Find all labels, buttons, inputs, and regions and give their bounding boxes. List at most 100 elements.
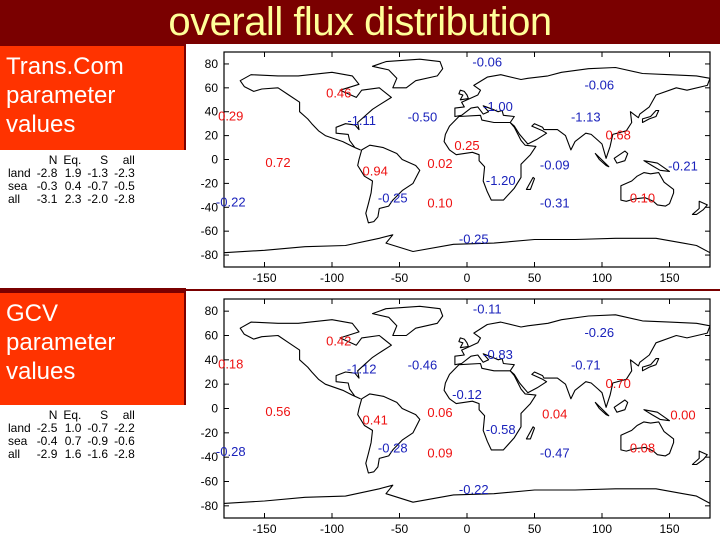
stats-cell: 1.0: [64, 421, 82, 435]
stats-cell: -0.6: [114, 434, 135, 448]
stats-cell: -0.7: [87, 179, 109, 193]
flux-value-label: -0.12: [452, 387, 482, 402]
coastline-borneo: [613, 150, 629, 164]
stats-cell: 0.7: [64, 434, 82, 448]
stats-header-cell: N: [48, 153, 58, 167]
panel-2-label-line-3: values: [6, 358, 76, 385]
stats-header-cell: all: [122, 408, 135, 422]
flux-value-label: 0.08: [630, 440, 655, 455]
stats-cell: 0.4: [64, 179, 82, 193]
coastline-madagascar: [525, 176, 536, 190]
stats-cell: -0.5: [114, 179, 135, 193]
coastline-south-america: [357, 393, 421, 474]
panel-2-label-line-1: GCV: [6, 300, 59, 327]
stats-cell: -0.4: [36, 434, 58, 448]
coastline-madagascar: [525, 426, 536, 440]
stats-row-label: sea: [8, 179, 28, 193]
coastline-antarctica: [223, 234, 711, 254]
coastline-africa: [443, 114, 537, 201]
panel-1-label-line-1: Trans.Com: [6, 53, 124, 80]
flux-value-label: -0.26: [584, 325, 614, 340]
flux-value-label: 0.70: [606, 376, 631, 391]
stats-header-cell: all: [122, 153, 135, 167]
coastline-australia: [620, 421, 675, 457]
y-tick-label: 80: [205, 304, 219, 318]
x-tick-label: 0: [464, 522, 471, 536]
stats-cell: 1.9: [64, 166, 82, 180]
y-tick-label: -20: [201, 426, 219, 440]
flux-value-label: 0.02: [427, 156, 452, 171]
stats-row: sea -0.3 0.4 -0.7 -0.5: [6, 180, 138, 193]
stats-cell: -0.9: [87, 434, 109, 448]
coastline-greenland: [371, 58, 444, 89]
y-tick-label: -60: [201, 475, 219, 489]
flux-value-label: -0.22: [216, 194, 246, 209]
y-tick-label: 0: [211, 153, 218, 167]
coastline-australia: [620, 172, 675, 207]
coastline-sumatra: [594, 401, 610, 417]
y-tick-label: 80: [205, 57, 219, 71]
flux-value-label: -0.11: [473, 302, 502, 317]
flux-value-label: -1.12: [347, 361, 377, 376]
panel-1-world-map: 80 60 40 20 0 -20 -40 -60 -80 -150 -100 -50 0 50 100 15…: [201, 51, 711, 285]
flux-value-label: 0.56: [265, 404, 290, 419]
y-tick-label: 60: [205, 329, 219, 343]
flux-value-label: 0.25: [454, 138, 479, 153]
stats-header-cell: Eq.: [63, 408, 82, 422]
stats-row: all -3.1 2.3 -2.0 -2.8: [6, 193, 138, 206]
flux-value-label: 0.41: [363, 412, 388, 427]
y-tick-label: 20: [205, 377, 219, 391]
flux-value-label: -1.00: [483, 99, 513, 114]
coastline-japan: [641, 358, 660, 372]
stats-cell: -2.8: [114, 447, 135, 461]
coastline-south-america: [357, 144, 421, 224]
stats-cell: -2.8: [114, 192, 135, 206]
y-tick-label: -40: [201, 200, 219, 214]
stats-cell: -2.8: [36, 166, 58, 180]
flux-value-label: -0.28: [216, 444, 246, 459]
panel-1-stats-table: N Eq. S all land -2.8 1.9 -1.3 -2.3 sea …: [6, 154, 138, 206]
y-tick-label: 0: [211, 402, 218, 416]
flux-value-label: -0.71: [571, 358, 601, 373]
coastline-borneo: [613, 399, 629, 413]
flux-value-label: -0.50: [408, 110, 438, 125]
stats-row: all -2.9 1.6 -1.6 -2.8: [6, 448, 138, 461]
y-tick-label: -40: [201, 450, 219, 464]
stats-row: land -2.8 1.9 -1.3 -2.3: [6, 167, 138, 180]
stats-row-label: sea: [8, 434, 28, 448]
coastline-eurasia: [454, 314, 711, 408]
x-tick-label: 50: [528, 271, 542, 285]
coastline-uk: [458, 89, 469, 101]
flux-value-label: -0.22: [459, 482, 489, 497]
panel-2-map: 80 60 40 20 0 -20 -40 -60 -80 -150 -100 -50 0 50 100 15…: [186, 291, 720, 540]
stats-cell: -2.2: [114, 421, 135, 435]
x-tick-label: 0: [464, 271, 471, 285]
y-tick-label: -60: [201, 224, 219, 238]
coastline-antarctica: [223, 484, 711, 504]
flux-value-label: 0.42: [326, 333, 351, 348]
panel-2-label-line-2: parameter: [6, 329, 116, 356]
stats-cell: -2.3: [114, 166, 135, 180]
coastline-new-guinea: [643, 160, 671, 172]
coastline-africa: [443, 362, 537, 451]
coastline-eurasia: [454, 66, 711, 159]
y-tick-label: 40: [205, 353, 219, 367]
slide-title: overall flux distribution: [168, 0, 552, 44]
y-tick-label: 60: [205, 81, 219, 95]
panel-1-stats: N Eq. S all land -2.8 1.9 -1.3 -2.3 sea …: [0, 150, 186, 288]
coastline-sumatra: [594, 152, 610, 168]
flux-value-label: -0.28: [378, 440, 408, 455]
panel-1-label-line-2: parameter: [6, 82, 116, 109]
flux-value-label: -0.06: [472, 55, 502, 70]
flux-value-label: 0.00: [670, 408, 695, 423]
flux-value-label: -0.21: [668, 158, 698, 173]
x-tick-label: 150: [659, 522, 679, 536]
flux-value-label: -0.25: [459, 231, 489, 246]
flux-value-label: 0.09: [427, 445, 452, 460]
stats-row-label: all: [8, 192, 21, 206]
y-tick-label: -20: [201, 176, 219, 190]
coastline-new-zealand: [691, 450, 708, 466]
x-tick-label: -100: [320, 271, 344, 285]
stats-cell: -2.5: [36, 421, 58, 435]
flux-value-label: -0.83: [483, 347, 513, 362]
